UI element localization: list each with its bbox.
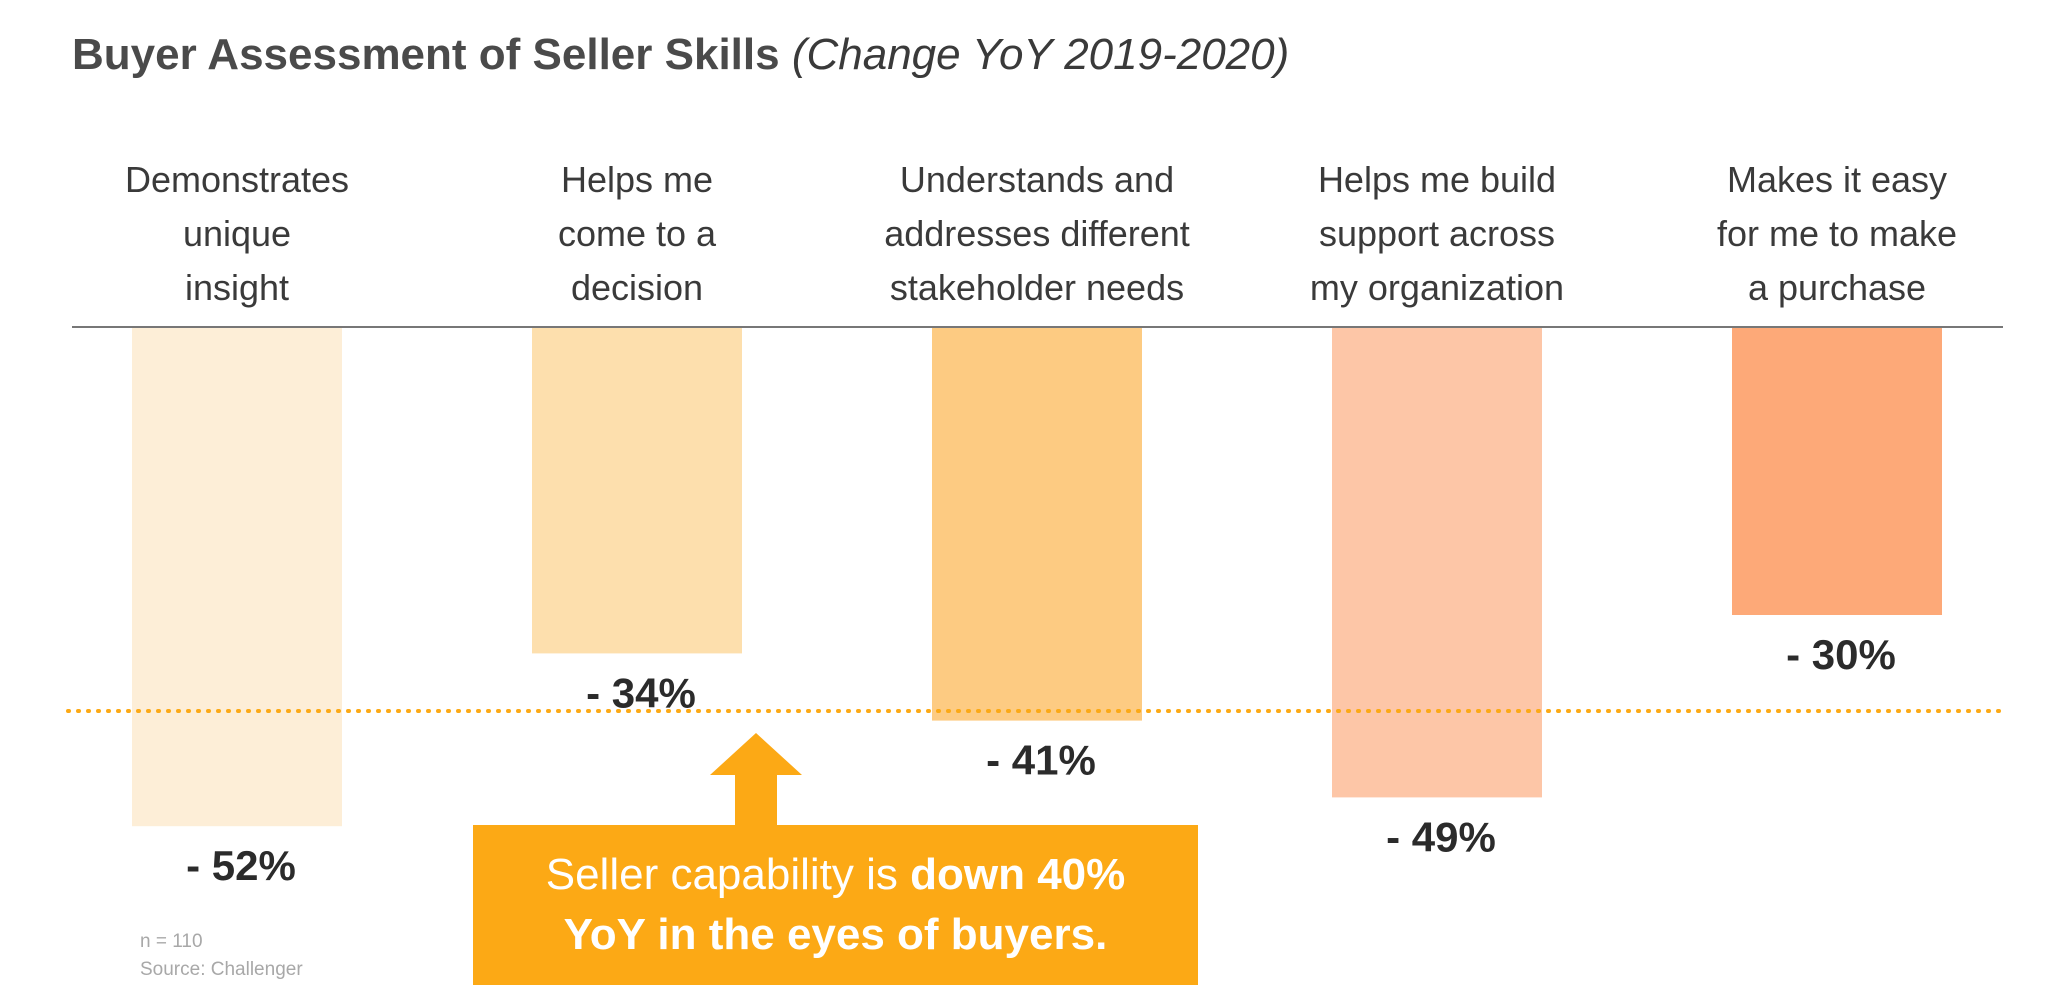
callout-line-1: Seller capability is down 40%: [546, 845, 1126, 905]
value-label-1: - 52%: [186, 842, 296, 889]
footnote: n = 110 Source: Challenger: [140, 928, 303, 984]
value-label-4: - 49%: [1386, 813, 1496, 860]
callout-text-bold-2: YoY in the eyes of buyers.: [563, 910, 1108, 959]
callout-box: Seller capability is down 40% YoY in the…: [473, 825, 1198, 985]
category-label-5: Makes it easy for me to make a purchase: [1717, 159, 1957, 308]
category-label-3: Understands and addresses different stakeh…: [884, 159, 1190, 308]
category-label-2: Helps me come to a decision: [558, 159, 717, 308]
arrow-up-icon: [710, 733, 802, 828]
bar-4: [1332, 327, 1542, 798]
chart-title: Buyer Assessment of Seller Skills (Chang…: [72, 30, 1289, 80]
bar-3: [932, 327, 1142, 721]
callout-line-2: YoY in the eyes of buyers.: [564, 905, 1108, 965]
footnote-n: n = 110: [140, 931, 203, 952]
chart-title-main: Buyer Assessment of Seller Skills: [72, 30, 780, 79]
category-label-1: Demonstrates unique insight: [125, 159, 349, 308]
bar-5: [1732, 327, 1942, 615]
footnote-source: Source: Challenger: [140, 959, 303, 980]
callout-text-bold-1: down 40%: [910, 850, 1126, 899]
chart-title-sub: (Change YoY 2019-2020): [791, 30, 1290, 79]
category-label-4: Helps me build support across my organizat…: [1310, 159, 1564, 308]
bar-1: [132, 327, 342, 827]
callout-text-regular: Seller capability is: [545, 850, 911, 899]
value-label-3: - 41%: [986, 737, 1096, 784]
bar-2: [532, 327, 742, 654]
value-label-2: - 34%: [586, 669, 696, 716]
value-label-5: - 30%: [1786, 631, 1896, 678]
